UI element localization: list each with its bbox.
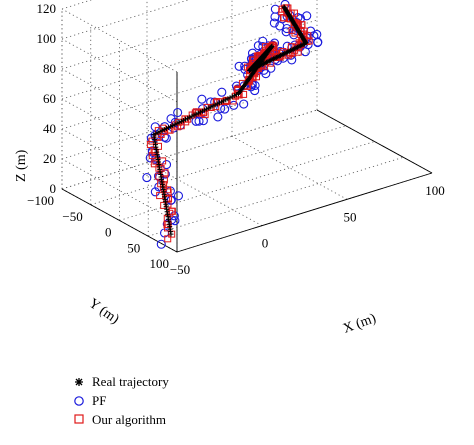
legend-label-real-trajectory: Real trajectory xyxy=(92,374,169,389)
pf-point xyxy=(270,4,280,14)
floor-grid-line xyxy=(231,135,348,200)
pf-point xyxy=(194,116,204,126)
pf-point xyxy=(173,191,184,201)
legend-item-our-algorithm: Our algorithm xyxy=(74,412,166,427)
y-axis-label: Y (m) xyxy=(86,296,122,328)
y-tick-label: 50 xyxy=(127,240,140,255)
pf-point xyxy=(220,104,230,114)
pf-point xyxy=(302,11,312,21)
x-tick-label: 100 xyxy=(425,183,445,198)
x-axis-line xyxy=(176,172,433,253)
pf-point xyxy=(161,160,172,170)
our-algorithm-point xyxy=(164,235,172,243)
floor-grid-line xyxy=(146,162,263,227)
z-axis-label: Z (m) xyxy=(14,149,29,182)
legend: Real trajectory PF Our algorithm xyxy=(74,374,169,427)
pf-point xyxy=(269,18,279,28)
legend-label-pf: PF xyxy=(92,393,106,408)
pf-point xyxy=(197,94,207,104)
side-wall-grid-line xyxy=(61,38,178,103)
our-algorithm-point xyxy=(161,169,169,177)
y-tick-label: 0 xyxy=(105,225,112,240)
z-tick-label: 100 xyxy=(37,31,57,46)
our-algorithm-point xyxy=(294,48,302,56)
z-tick-label: 80 xyxy=(43,61,56,76)
y-tick-label: 100 xyxy=(150,256,170,271)
asterisk-marker-icon xyxy=(75,378,83,386)
square-marker-icon xyxy=(74,414,84,424)
pf-point xyxy=(281,27,291,37)
real-trajectory-point xyxy=(282,5,288,11)
tick-labels: −50 0 50 100 −100 −50 0 50 100 0 20 40 60 80 100 120 xyxy=(27,1,445,277)
pf-point xyxy=(239,99,249,109)
real-trajectory-point xyxy=(281,4,287,10)
our-algorithm-point xyxy=(240,90,248,98)
plot-area xyxy=(142,0,323,249)
x-axis-label: X (m) xyxy=(341,311,378,337)
floor-grid-line xyxy=(148,156,404,237)
axes-grid xyxy=(61,0,433,253)
pf-point xyxy=(191,116,201,126)
side-wall-grid-line xyxy=(61,68,178,133)
side-wall-grid-line xyxy=(61,158,178,223)
pf-point xyxy=(313,37,323,47)
legend-item-real-trajectory: Real trajectory xyxy=(75,374,169,389)
legend-label-our-algorithm: Our algorithm xyxy=(92,412,166,427)
pf-point xyxy=(170,216,180,226)
y-tick-label: −50 xyxy=(62,209,82,224)
pf-point xyxy=(142,173,152,183)
x-tick-label: 0 xyxy=(262,236,269,251)
our-algorithm-point xyxy=(229,97,237,105)
pf-point xyxy=(309,31,319,41)
z-tick-label: 60 xyxy=(43,91,56,106)
y-tick-label: −100 xyxy=(27,193,54,208)
z-tick-label: 120 xyxy=(37,1,57,16)
our-algorithm-point xyxy=(156,192,164,200)
side-wall-grid-line xyxy=(61,8,178,73)
our-algorithm-point xyxy=(168,207,176,215)
x-tick-label: −50 xyxy=(170,262,190,277)
pf-point xyxy=(173,107,183,118)
legend-item-pf: PF xyxy=(74,393,106,408)
pf-point xyxy=(156,239,166,249)
z-tick-label: 40 xyxy=(43,121,56,136)
pf-point xyxy=(213,112,223,122)
z-tick-label: 0 xyxy=(50,181,57,196)
y-axis-line xyxy=(316,109,433,174)
pf-point xyxy=(229,100,239,110)
pf-point xyxy=(270,12,280,22)
pf-point xyxy=(198,116,208,126)
pf-point xyxy=(234,61,244,71)
pf-point xyxy=(266,63,276,73)
circle-marker-icon xyxy=(74,396,84,406)
our-algorithm-point xyxy=(159,157,167,165)
pf-point xyxy=(150,187,160,197)
x-tick-label: 50 xyxy=(344,209,357,224)
pf-point xyxy=(217,87,227,97)
z-tick-label: 20 xyxy=(43,151,56,166)
